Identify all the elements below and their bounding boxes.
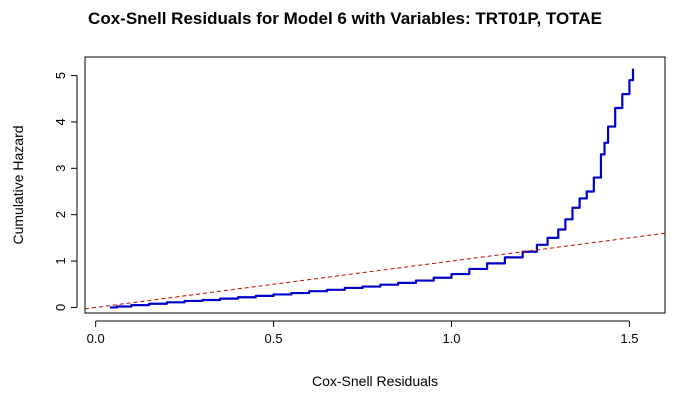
y-tick-label: 4 xyxy=(53,118,68,125)
cumulative-hazard-line xyxy=(109,68,635,309)
x-axis: 0.0 0.5 1.0 1.5 xyxy=(87,320,638,346)
x-axis-label: Cox-Snell Residuals xyxy=(312,373,438,389)
y-tick-label: 0 xyxy=(53,304,68,311)
y-axis-label: Cumulative Hazard xyxy=(10,125,26,244)
x-tick-label: 0.5 xyxy=(265,331,283,346)
y-tick-label: 5 xyxy=(53,72,68,79)
y-tick-label: 2 xyxy=(53,211,68,218)
y-axis: 0 1 2 3 4 5 xyxy=(53,72,78,311)
x-tick-label: 1.0 xyxy=(442,331,460,346)
chart-title: Cox-Snell Residuals for Model 6 with Var… xyxy=(88,9,602,28)
y-tick-label: 1 xyxy=(53,257,68,264)
x-tick-label: 0.0 xyxy=(87,331,105,346)
y-tick-label: 3 xyxy=(53,165,68,172)
reference-diagonal-line xyxy=(85,232,665,310)
plot-frame xyxy=(84,56,666,314)
series-layer xyxy=(85,68,665,310)
x-tick-label: 1.5 xyxy=(620,331,638,346)
